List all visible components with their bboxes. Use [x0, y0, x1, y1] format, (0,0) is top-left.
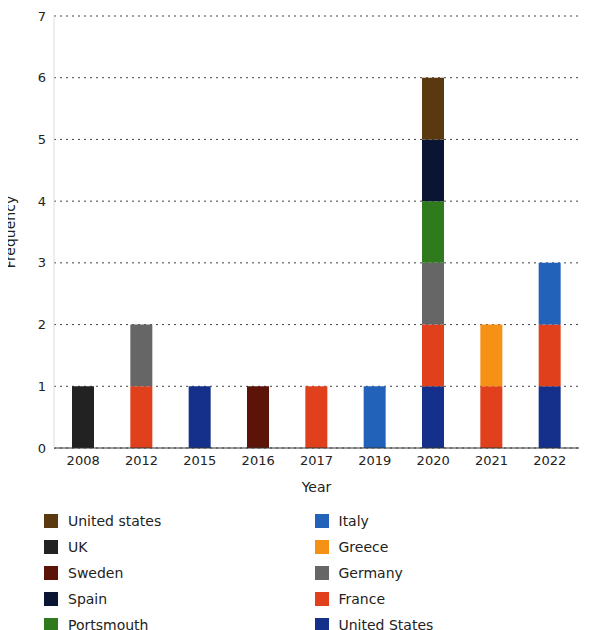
svg-text:2008: 2008 — [67, 453, 100, 468]
svg-text:2: 2 — [38, 317, 46, 332]
svg-text:2015: 2015 — [183, 453, 216, 468]
svg-text:2012: 2012 — [125, 453, 158, 468]
svg-text:3: 3 — [38, 255, 46, 270]
svg-text:Year: Year — [301, 479, 332, 495]
svg-text:0: 0 — [38, 441, 46, 456]
html-text:Spain: Spain — [68, 591, 108, 607]
html-text:Italy: Italy — [338, 513, 369, 529]
html-text:UK: UK — [68, 539, 88, 555]
svg-text:2020: 2020 — [417, 453, 450, 468]
html-text:Germany: Germany — [338, 565, 403, 581]
html-text:France: France — [338, 591, 386, 607]
svg-text:2017: 2017 — [300, 453, 333, 468]
svg-text:2021: 2021 — [475, 453, 508, 468]
html-text:United states: United states — [68, 513, 162, 529]
svg-text:2022: 2022 — [533, 453, 566, 468]
svg-text:Frequency: Frequency — [8, 196, 18, 268]
svg-text:2016: 2016 — [242, 453, 275, 468]
html-text:Sweden: Sweden — [68, 565, 124, 581]
svg-text:4: 4 — [38, 194, 46, 209]
html-text:Greece: Greece — [338, 539, 389, 555]
svg-text:6: 6 — [38, 70, 46, 85]
svg-text:5: 5 — [38, 132, 46, 147]
svg-text:2019: 2019 — [358, 453, 391, 468]
svg-text:1: 1 — [38, 379, 46, 394]
svg-text:7: 7 — [38, 9, 46, 24]
